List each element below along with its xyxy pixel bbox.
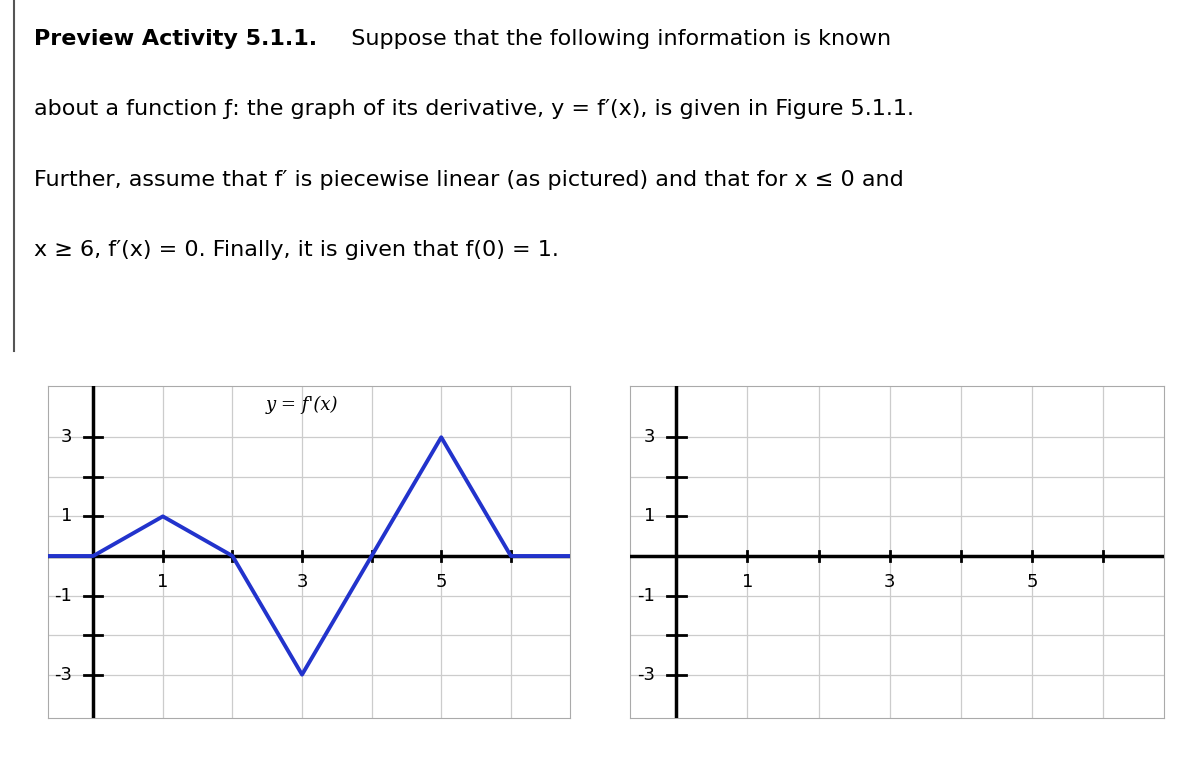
Text: 3: 3: [643, 429, 655, 446]
Text: 1: 1: [157, 572, 168, 591]
Text: 1: 1: [643, 507, 655, 526]
Text: 5: 5: [436, 572, 446, 591]
Text: 5: 5: [1026, 572, 1038, 591]
Text: 3: 3: [296, 572, 307, 591]
Text: Suppose that the following information is known: Suppose that the following information i…: [337, 29, 892, 49]
Text: -1: -1: [54, 587, 72, 604]
Text: Preview Activity 5.1.1.: Preview Activity 5.1.1.: [34, 29, 317, 49]
Text: 3: 3: [61, 429, 72, 446]
Text: Further, assume that f′ is piecewise linear (as pictured) and that for x ≤ 0 and: Further, assume that f′ is piecewise lin…: [34, 170, 904, 189]
Text: 1: 1: [61, 507, 72, 526]
Text: about a function ƒ: the graph of its derivative, y = f′(x), is given in Figure 5: about a function ƒ: the graph of its der…: [34, 99, 913, 119]
Text: -1: -1: [637, 587, 655, 604]
Text: 3: 3: [884, 572, 895, 591]
Text: -3: -3: [54, 665, 72, 684]
Text: 1: 1: [742, 572, 754, 591]
Text: -3: -3: [637, 665, 655, 684]
Text: y = f'(x): y = f'(x): [265, 395, 338, 413]
Text: x ≥ 6, f′(x) = 0. Finally, it is given that f(0) = 1.: x ≥ 6, f′(x) = 0. Finally, it is given t…: [34, 240, 558, 260]
